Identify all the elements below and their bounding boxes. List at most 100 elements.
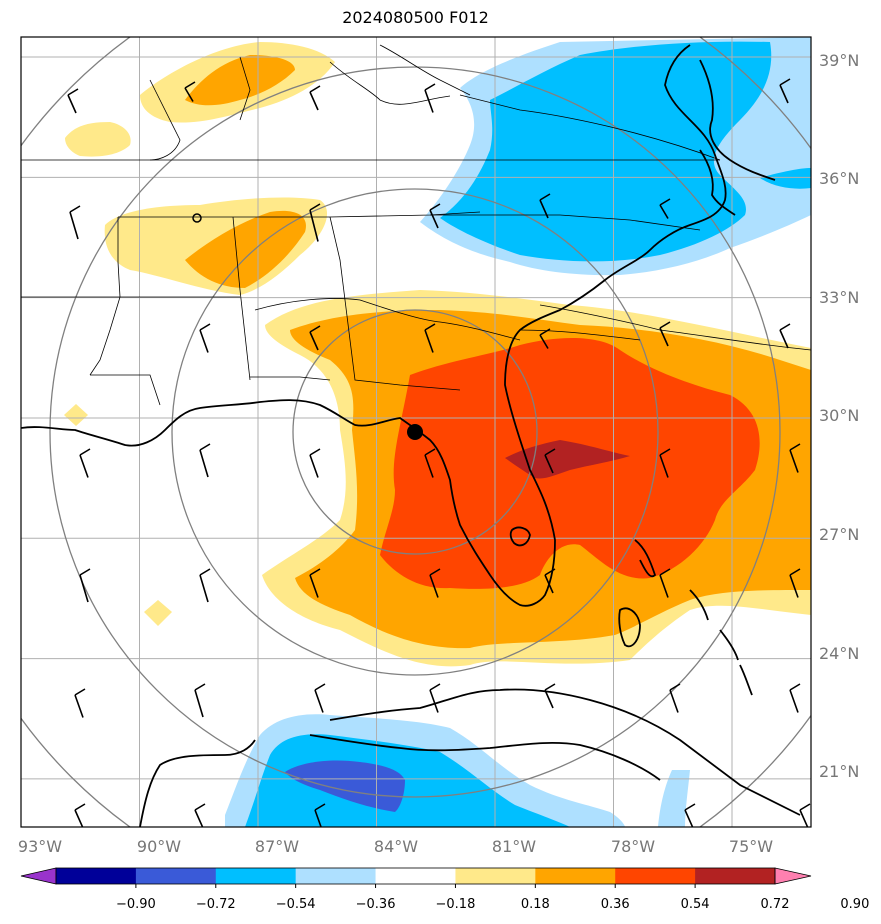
bahamas-island xyxy=(689,589,709,621)
chart-title: 2024080500 F012 xyxy=(342,8,489,27)
lon-tick-label: 84°W xyxy=(374,837,418,856)
wind-barb xyxy=(69,205,81,240)
colorbar-segment xyxy=(56,868,137,884)
colorbar-segment xyxy=(295,868,377,884)
colorbar-tick-label: 0.90 xyxy=(840,897,869,912)
wind-barb xyxy=(199,443,211,478)
anomaly-fill-patch xyxy=(144,600,172,626)
colorbar-tick-label: 0.18 xyxy=(521,897,550,912)
calm-wind-marker xyxy=(192,213,202,223)
lat-tick-label: 27°N xyxy=(819,525,859,544)
nc-coast xyxy=(699,149,736,216)
lon-tick-label: 81°W xyxy=(492,837,536,856)
wind-barb xyxy=(429,203,441,229)
gulf-coast xyxy=(21,44,727,607)
anomaly-fill-patch xyxy=(64,404,88,426)
storm-center-marker xyxy=(407,424,423,440)
colorbar xyxy=(20,867,812,888)
yucatan-coast xyxy=(139,739,256,827)
lon-tick-label: 78°W xyxy=(611,837,655,856)
lat-tick-labels: 39°N 36°N 33°N 30°N 27°N 24°N 21°N xyxy=(819,51,859,781)
wind-barb xyxy=(424,83,436,113)
anomaly-fill-neg-0-18 xyxy=(658,770,690,827)
colorbar-extend-min xyxy=(20,867,57,885)
wind-barb xyxy=(74,688,86,718)
wind-barb xyxy=(659,568,671,598)
wind-barb xyxy=(789,568,801,598)
wind-barb xyxy=(539,193,551,219)
anomaly-fill-neg-0-36 xyxy=(245,734,570,827)
colorbar-outline xyxy=(55,867,776,885)
colorbar-tick-labels: −0.90 −0.72 −0.54 −0.36 −0.18 0.18 0.36 … xyxy=(116,897,869,912)
wind-barb xyxy=(309,203,321,242)
wind-barb xyxy=(309,448,321,478)
anomaly-fill-patch xyxy=(65,122,131,157)
wind-barb xyxy=(309,568,321,598)
wind-barb xyxy=(424,448,436,478)
wind-barb xyxy=(544,568,556,594)
colorbar-segment xyxy=(535,868,616,884)
wind-barb xyxy=(429,683,441,713)
colorbar-tick-label: 0.36 xyxy=(601,897,630,912)
wind-barbs xyxy=(67,78,811,827)
anomaly-fill-neg-0-54 xyxy=(285,760,405,812)
map-frame xyxy=(20,36,812,828)
colorbar-tick-label: −0.72 xyxy=(196,897,236,912)
colorbar-tick-label: −0.18 xyxy=(436,897,476,912)
bahamas-island xyxy=(739,664,753,696)
wind-barb xyxy=(779,78,791,104)
lat-tick-label: 24°N xyxy=(819,644,859,663)
wind-barb xyxy=(199,568,211,603)
colorbar-segment xyxy=(135,868,217,884)
wind-barb xyxy=(199,323,211,353)
lon-tick-labels: 93°W 90°W 87°W 84°W 81°W 78°W 75°W xyxy=(18,837,773,856)
coastlines xyxy=(21,44,801,827)
wind-barb xyxy=(429,568,441,598)
colorbar-segment xyxy=(215,868,297,884)
anomaly-fill-patch xyxy=(185,210,306,288)
wind-barb xyxy=(79,448,91,478)
colorbar-segment xyxy=(455,868,536,884)
cuba-south-coast xyxy=(309,734,661,781)
lon-tick-label: 90°W xyxy=(137,837,181,856)
colorbar-segment xyxy=(375,868,456,884)
wind-barb xyxy=(67,88,79,114)
wind-barb xyxy=(544,683,556,709)
lake-okeechobee xyxy=(509,526,531,547)
colorbar-segment xyxy=(615,868,696,884)
anomaly-fill-layer xyxy=(64,37,811,827)
anomaly-fill-patch xyxy=(185,55,295,106)
lat-tick-label: 30°N xyxy=(819,406,859,425)
wind-barb xyxy=(194,803,206,827)
anomaly-fill-neg-0-36 xyxy=(440,41,772,262)
wind-barb xyxy=(184,81,196,102)
wind-barb xyxy=(789,443,801,473)
wind-barb xyxy=(314,803,326,827)
range-ring xyxy=(49,66,781,798)
gridlines xyxy=(20,37,811,827)
lat-tick-label: 39°N xyxy=(819,51,859,70)
lon-tick-label: 87°W xyxy=(255,837,299,856)
bahamas-island xyxy=(719,629,739,661)
colorbar-tick-label: −0.36 xyxy=(356,897,396,912)
wind-barb xyxy=(659,448,671,478)
wind-barb xyxy=(424,323,436,353)
chesapeake-coast xyxy=(699,59,776,181)
wind-barb xyxy=(659,198,671,219)
wind-barb xyxy=(79,568,91,603)
wind-barb xyxy=(659,321,671,347)
wind-barb xyxy=(684,803,696,827)
anomaly-fill-neg-0-36 xyxy=(760,168,811,189)
wind-barb xyxy=(799,803,811,827)
colorbar-tick-label: 0.54 xyxy=(681,897,710,912)
wind-barb xyxy=(314,683,326,713)
lon-tick-label: 93°W xyxy=(18,837,62,856)
range-ring xyxy=(171,188,659,676)
lat-tick-label: 36°N xyxy=(819,169,859,188)
wind-barb xyxy=(194,683,206,718)
colorbar-tick-label: −0.90 xyxy=(116,897,156,912)
wind-barb xyxy=(779,323,791,349)
bahamas-island xyxy=(634,539,657,578)
